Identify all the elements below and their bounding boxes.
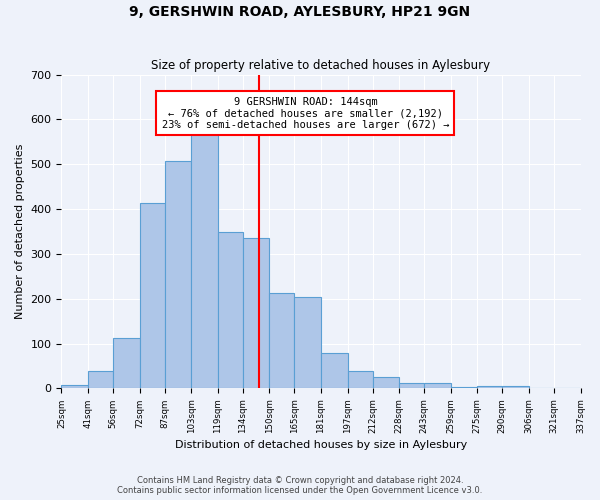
Bar [295,298,321,388]
Bar [113,338,140,388]
Bar [478,386,502,388]
Bar [424,383,451,388]
Text: 9 GERSHWIN ROAD: 144sqm
← 76% of detached houses are smaller (2,192)
23% of semi: 9 GERSHWIN ROAD: 144sqm ← 76% of detache… [161,96,449,130]
Bar [269,293,295,388]
Bar [321,352,347,388]
Bar [88,370,113,388]
Text: Contains HM Land Registry data © Crown copyright and database right 2024.
Contai: Contains HM Land Registry data © Crown c… [118,476,482,495]
Bar [451,387,478,388]
Y-axis label: Number of detached properties: Number of detached properties [15,144,25,319]
Bar [373,377,399,388]
Text: 9, GERSHWIN ROAD, AYLESBURY, HP21 9GN: 9, GERSHWIN ROAD, AYLESBURY, HP21 9GN [130,5,470,19]
Bar [140,204,164,388]
Bar [399,383,424,388]
Bar [61,385,88,388]
Title: Size of property relative to detached houses in Aylesbury: Size of property relative to detached ho… [151,59,491,72]
Bar [164,161,191,388]
Bar [347,370,373,388]
Bar [191,130,218,388]
Bar [243,238,269,388]
Bar [502,386,529,388]
Bar [218,232,243,388]
X-axis label: Distribution of detached houses by size in Aylesbury: Distribution of detached houses by size … [175,440,467,450]
